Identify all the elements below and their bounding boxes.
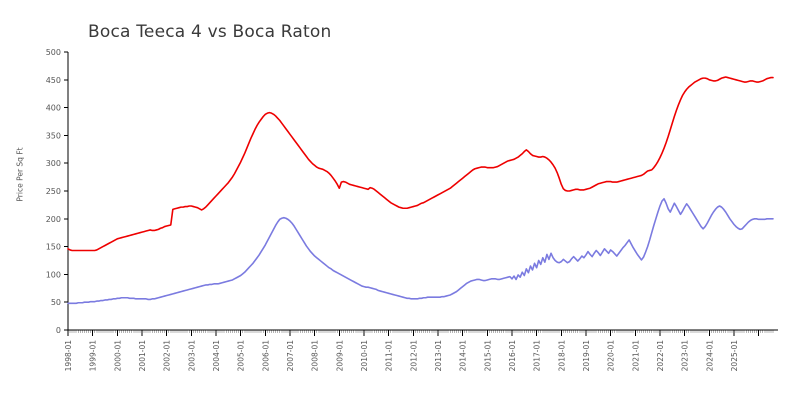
series-line-1: [67, 76, 774, 252]
data-series-group: [67, 76, 774, 305]
x-tick-label: 2005-01: [237, 340, 246, 372]
x-tick-label: 2009-01: [335, 340, 344, 372]
y-tick-label: 50: [51, 298, 61, 307]
series-line-2: [67, 197, 774, 305]
y-tick-label: 0: [56, 326, 61, 335]
y-tick-label: 500: [46, 48, 61, 57]
y-tick-label: 150: [46, 243, 61, 252]
x-tick-label: 2014-01: [459, 340, 468, 372]
x-tick-label: 2021-01: [631, 340, 640, 372]
y-tick-label: 300: [46, 159, 61, 168]
x-tick-label: 2019-01: [582, 340, 591, 372]
x-tick-label: 2015-01: [483, 340, 492, 372]
x-tick-label: 2023-01: [681, 340, 690, 372]
y-tick-label: 250: [46, 187, 61, 196]
x-tick-label: 2010-01: [360, 340, 369, 372]
y-tick-label: 400: [46, 104, 61, 113]
x-tick-label: 2013-01: [434, 340, 443, 372]
x-tick-label: 2011-01: [385, 340, 394, 372]
x-tick-label: 2000-01: [113, 340, 122, 372]
y-tick-label: 350: [46, 131, 61, 140]
y-tick-label: 200: [46, 215, 61, 224]
chart-title: Boca Teeca 4 vs Boca Raton: [88, 22, 332, 42]
y-axis-ticks: 0 50 100 150 200 250 300 350 400 450 500: [46, 48, 68, 335]
x-tick-label: 2006-01: [261, 340, 270, 372]
x-tick-label: 2003-01: [187, 340, 196, 372]
x-tick-label: 2008-01: [311, 340, 320, 372]
x-tick-label: 2024-01: [705, 340, 714, 372]
x-tick-label: 2002-01: [163, 340, 172, 372]
x-tick-label: 2001-01: [138, 340, 147, 372]
x-tick-label: 2004-01: [212, 340, 221, 372]
x-tick-label: 2025-01: [730, 340, 739, 372]
y-tick-label: 450: [46, 76, 61, 85]
y-tick-label: 100: [46, 270, 61, 279]
x-tick-label: 2016-01: [508, 340, 517, 372]
x-tick-label: 2017-01: [533, 340, 542, 372]
x-tick-label: 2020-01: [607, 340, 616, 372]
x-tick-label: 2022-01: [656, 340, 665, 372]
x-tick-label: 2018-01: [557, 340, 566, 372]
x-tick-label: 2007-01: [286, 340, 295, 372]
x-tick-label: 1999-01: [89, 340, 98, 372]
x-axis-ticks: 1998-01 1999-01 2000-01 2001-01 2002-01 2003-…: [64, 330, 774, 372]
x-tick-label: 2012-01: [409, 340, 418, 372]
x-tick-label: 1998-01: [64, 340, 73, 372]
